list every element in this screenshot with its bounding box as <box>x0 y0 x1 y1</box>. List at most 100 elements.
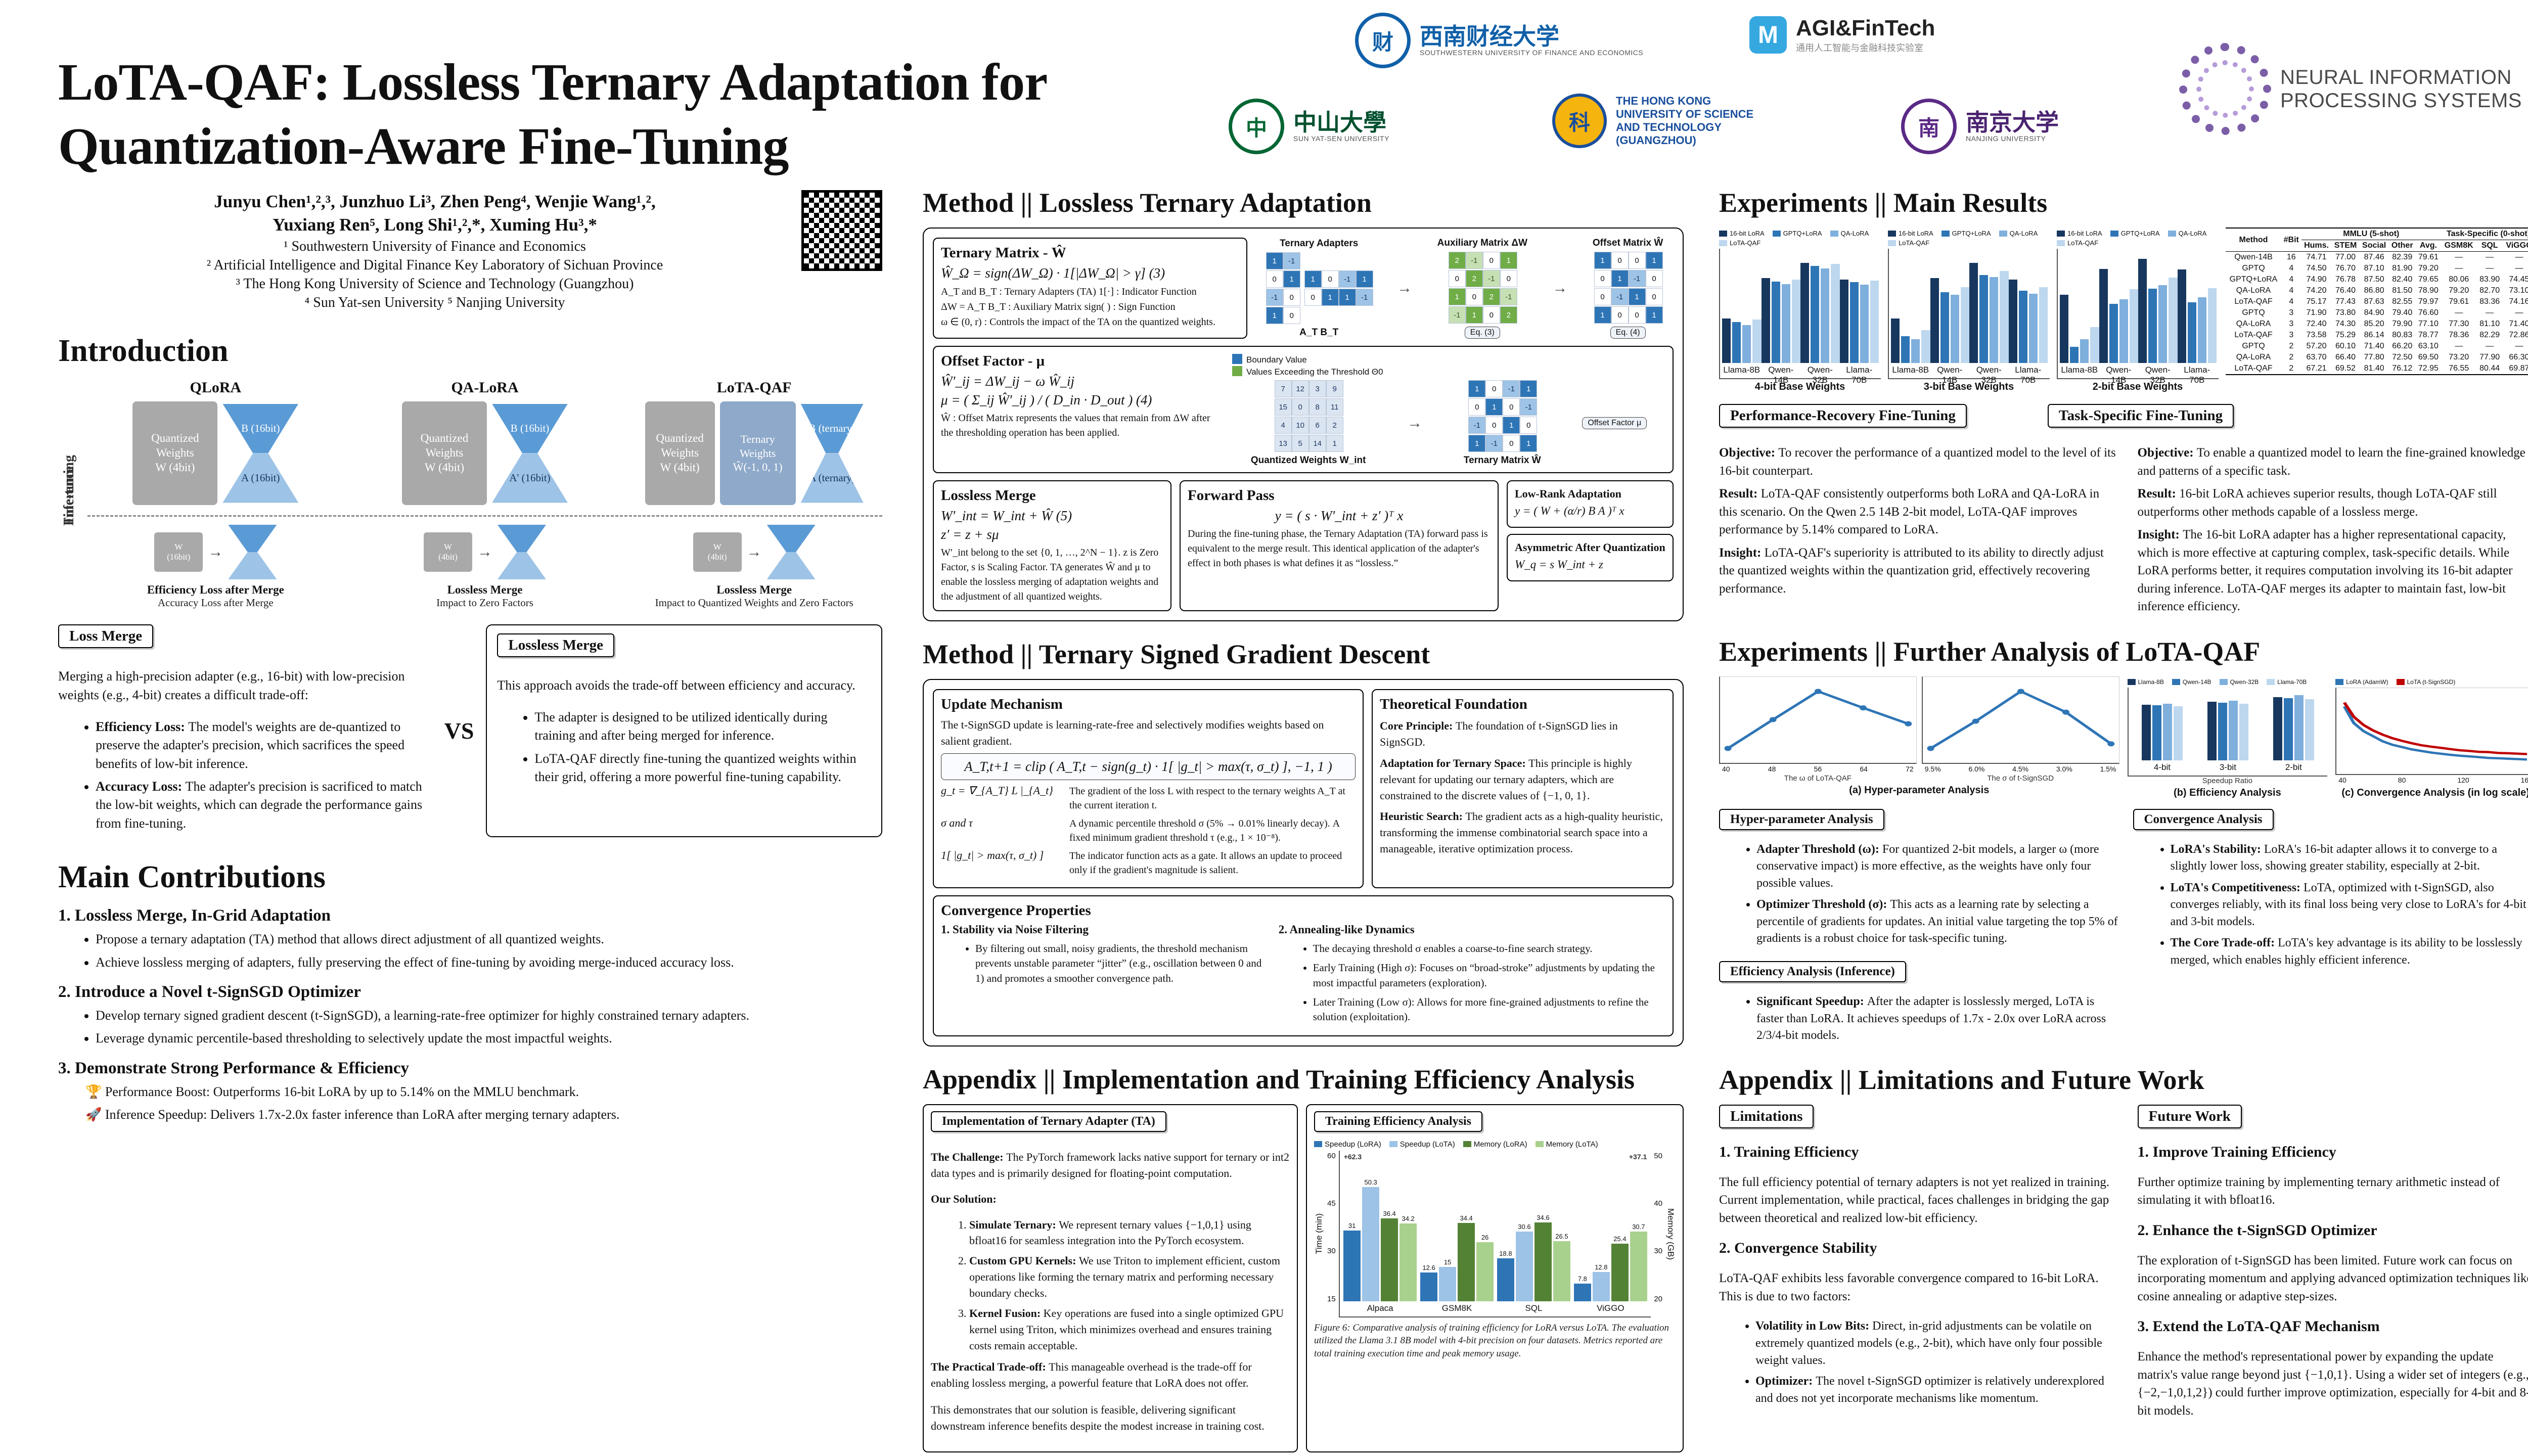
cell: — <box>2455 264 2463 272</box>
contribution-1-bullets: Propose a ternary adaptation (TA) method… <box>75 930 882 972</box>
analysis-label: Result: <box>2137 487 2180 500</box>
tick: 80 <box>2398 776 2406 784</box>
panel-title-qalora: QA-LoRA <box>451 379 519 396</box>
stability-title: 1. Stability via Noise Filtering <box>941 923 1089 936</box>
foundation-item: Adaptation for Ternary Space: This princ… <box>1380 755 1665 804</box>
further-analysis-heading: Experiments || Further Analysis of LoTA-… <box>1719 636 2261 667</box>
tick: 30 <box>1327 1247 1336 1256</box>
cell: 76.60 <box>2418 308 2439 317</box>
cell-bit: 4 <box>2289 275 2294 284</box>
convergence-chip: Convergence Analysis <box>2133 808 2274 830</box>
cell: 78.36 <box>2449 331 2469 339</box>
cell: 79.65 <box>2418 275 2439 284</box>
cell: 74.20 <box>2306 286 2327 295</box>
bullet-label: Accuracy Loss: <box>96 779 186 794</box>
arrow-icon: → <box>1407 415 1423 431</box>
cell: 77.00 <box>2335 253 2356 261</box>
bullet-label: The Core Trade-off: <box>2170 936 2278 950</box>
mini-adapter-shape <box>766 525 816 579</box>
qalora-inference-cell: W (4bit) → Lossless Merge Impact to Zero… <box>357 525 613 609</box>
ternary-matrix-title: Ternary Matrix - Ŵ <box>941 245 1066 261</box>
finetune-inference-divider <box>87 515 882 517</box>
chart-caption: 2-bit Base Weights <box>2092 381 2183 392</box>
update-definitions: g_t = ∇_{A_T} L |_{A_t} The gradient of … <box>941 784 1356 877</box>
sysu-name-en: SUN YAT-SEN UNIVERSITY <box>1293 134 1389 143</box>
magi-subtitle: 通用人工智能与金融科技实验室 <box>1796 43 1923 53</box>
limitation-2-title: 2. Convergence Stability <box>1719 1240 1877 1257</box>
time-axis-label: Time (min) <box>1314 1213 1324 1255</box>
grid-cell: 0 <box>1628 306 1646 324</box>
mini-adapter-shape <box>498 525 546 579</box>
grid-cell: 0 <box>1448 270 1466 287</box>
cell: 73.80 <box>2335 308 2356 317</box>
future-item-title: 1. Improve Training Efficiency <box>2137 1143 2336 1160</box>
cell: — <box>2455 342 2463 350</box>
limitations-chip: Limitations <box>1719 1104 1814 1128</box>
foundation-item: Core Principle: The foundation of t-Sign… <box>1380 718 1665 750</box>
grid-cell: 0 <box>1594 288 1611 305</box>
qalora-inference-shapes: W (4bit) → <box>357 525 613 579</box>
cell: 74.50 <box>2306 264 2327 272</box>
method-tsgd-heading: Method || Ternary Signed Gradient Descen… <box>923 639 1430 669</box>
solution-list: Simulate Ternary: We represent ternary v… <box>949 1217 1290 1354</box>
grid-cell: 1 <box>1645 252 1663 269</box>
offset-note: Ŵ : Offset Matrix represents the values … <box>941 413 1210 438</box>
loss-merge-box: Loss Merge Merging a high-precision adap… <box>58 624 432 837</box>
tick: 60 <box>1327 1151 1336 1160</box>
tradeoff-text-1: This manageable overhead is the trade-of… <box>931 1360 1252 1389</box>
lossless-merge-text: W′_int belong to the set {0, 1, …, 2^N −… <box>941 547 1159 602</box>
definition-row: g_t = ∇_{A_T} L |_{A_t} The gradient of … <box>941 784 1356 812</box>
cell: 79.40 <box>2392 308 2413 317</box>
omega-xticks: 40 48 56 64 72 <box>1719 764 1917 774</box>
hyperparameter-caption: (a) Hyper-parameter Analysis <box>1849 784 1990 796</box>
neurips-logo: NEURAL INFORMATION PROCESSING SYSTEMS <box>2179 43 2522 135</box>
tick: 50 <box>1654 1151 1662 1160</box>
foundation-item-text: This principle is highly relevant for up… <box>1380 756 1632 802</box>
fine-tuning-tags: Performance-Recovery Fine-Tuning Task-Sp… <box>1719 404 2528 434</box>
nju-logo: 南 南京大学 NANJING UNIVERSITY <box>1901 99 2059 154</box>
analysis-text: LoTA-QAF's superiority is attributed to … <box>1719 545 2104 596</box>
ternary-matrix-grid: 1 0 -1 1 0 1 0 -1 -1 0 1 0 1 -1 0 1 <box>1468 380 1538 452</box>
bullet-label: LoTA's Competitiveness: <box>2170 881 2304 894</box>
efficiency-caption: (b) Efficiency Analysis <box>2174 787 2281 798</box>
chart-legend: 16-bit LoRA GPTQ+LoRA QA-LoRA LoTA-QAF <box>2057 230 2219 247</box>
future-work-items: 1. Improve Training Efficiency Further o… <box>2138 1144 2528 1420</box>
cell: 66.40 <box>2335 353 2356 361</box>
cell-bit: 3 <box>2289 308 2294 317</box>
bullet-item: Optimizer: The novel t-SignSGD optimizer… <box>1755 1373 2117 1407</box>
cell: 87.50 <box>2364 275 2384 284</box>
grid-cell: 1 <box>1448 288 1466 305</box>
merged-weights-mini-box: W (4bit) <box>424 532 472 572</box>
bullet-text: For quantized 2-bit models, a larger ω (… <box>1756 842 2099 890</box>
solution-item: Simulate Ternary: We represent ternary v… <box>969 1217 1290 1249</box>
right-axis-ticks: 50 40 30 20 <box>1651 1151 1665 1317</box>
swufe-name-en: SOUTHWESTERN UNIVERSITY OF FINANCE AND E… <box>1420 49 1644 57</box>
solution-item-text: We use Triton to implement efficient, cu… <box>969 1254 1280 1300</box>
contribution-1-title: 1. Lossless Merge, In-Grid Adaptation <box>58 906 331 925</box>
foundation-item-text: The gradient acts as a high-quality heur… <box>1380 810 1663 855</box>
tick: 40 <box>2338 776 2346 784</box>
table-row: LoTA-QAF 3 73.58 75.29 86.14 80.83 78.77… <box>2226 330 2528 341</box>
method-tsgd-panel: Update Mechanism The t-SignSGD update is… <box>923 679 1684 1046</box>
lossless-merge-title: Lossless Merge <box>941 487 1036 504</box>
sigma-xticks: 9.5% 6.0% 4.5% 3.0% 1.5% <box>1922 764 2119 774</box>
cell: 76.70 <box>2335 264 2356 272</box>
grid-cell: 2 <box>1448 252 1466 269</box>
grid-cell: 3 <box>1308 380 1326 397</box>
grid-cell: -1 <box>1465 252 1483 269</box>
grid-cell: 2 <box>1482 288 1500 305</box>
cell: 72.50 <box>2392 353 2413 361</box>
analysis-item: Objective: To recover the performance of… <box>1719 444 2117 480</box>
grid-cell: 1 <box>1611 270 1629 287</box>
cell: 76.78 <box>2335 275 2356 284</box>
col-method: Method <box>2239 235 2268 244</box>
contribution-3-bullets: 🏆 Performance Boost: Outperforms 16-bit … <box>65 1083 882 1124</box>
recovery-text-column: Objective: To recover the performance of… <box>1719 439 2117 621</box>
cell: 79.90 <box>2392 320 2413 328</box>
introduction-heading: Introduction <box>58 334 229 368</box>
bullet-text: The novel t-SignSGD optimizer is relativ… <box>1755 1375 2104 1405</box>
cell: 78.77 <box>2418 331 2439 339</box>
right-column: Experiments || Main Results 16-bit LoRA G… <box>1719 187 2528 1432</box>
cell: 85.20 <box>2364 320 2384 328</box>
cell: 73.20 <box>2449 353 2469 361</box>
